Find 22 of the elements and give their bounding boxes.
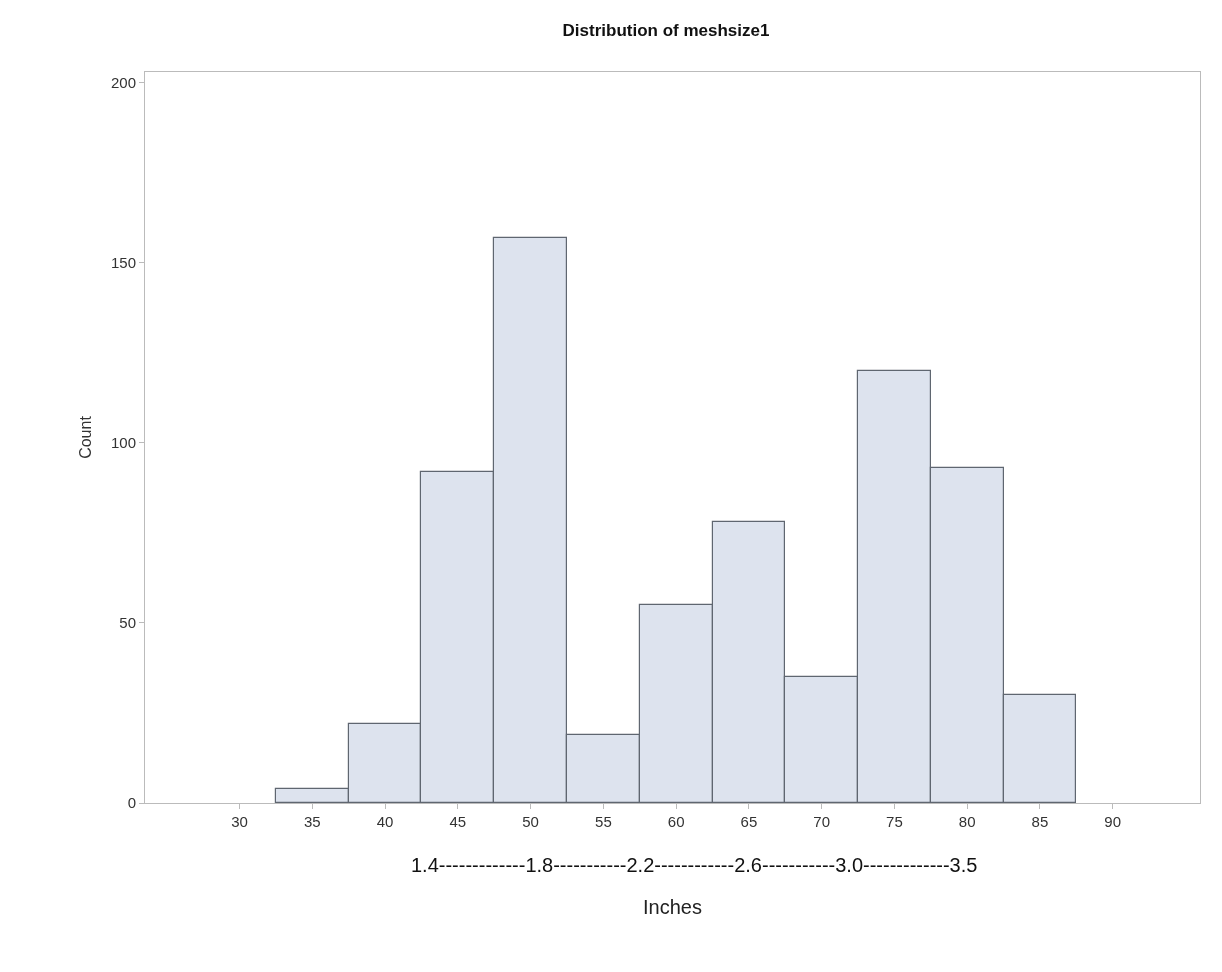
x-tick-label: 55 [595,813,612,830]
x-tick-label: 60 [667,813,685,830]
text: 1.4-------------1.8-----------2.2------------2.6-----------3.0-------------3.5 [411,854,978,876]
y-tick-label: 100 [110,434,136,452]
x-tick-label: 85 [1031,813,1049,830]
x-axis-title: Inches [643,895,702,918]
x-tick-label: 90 [1104,813,1122,830]
x-tick-label: 70 [813,813,830,830]
x-tick-label: 40 [376,813,394,830]
x-tick-label: 80 [958,813,976,830]
y-tick-label: 50 [119,614,136,632]
y-axis-title: Count [76,415,94,459]
y-tick-label: 0 [127,794,136,812]
y-tick-label: 200 [110,74,136,92]
x-tick-label: 45 [449,813,467,830]
y-tick-label: 150 [110,254,136,272]
x-tick-label: 50 [522,813,539,830]
x-tick-label: 30 [231,813,248,830]
x-tick-label: 65 [740,813,758,830]
x-tick-label: 75 [886,813,903,830]
chart-title: Distribution of meshsize1 [562,21,770,41]
x-tick-label: 35 [304,813,321,830]
